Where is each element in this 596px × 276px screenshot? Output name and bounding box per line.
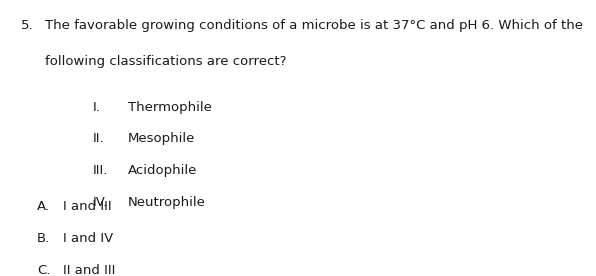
Text: A.: A. [37,200,50,213]
Text: B.: B. [37,232,50,245]
Text: I and III: I and III [63,200,111,213]
Text: Acidophile: Acidophile [128,164,197,177]
Text: I and IV: I and IV [63,232,113,245]
Text: C.: C. [37,264,50,276]
Text: II.: II. [92,132,104,145]
Text: The favorable growing conditions of a microbe is at 37°C and pH 6. Which of the: The favorable growing conditions of a mi… [45,19,583,32]
Text: I.: I. [92,101,100,114]
Text: IV.: IV. [92,196,108,209]
Text: Mesophile: Mesophile [128,132,195,145]
Text: III.: III. [92,164,108,177]
Text: Neutrophile: Neutrophile [128,196,206,209]
Text: following classifications are correct?: following classifications are correct? [45,55,286,68]
Text: Thermophile: Thermophile [128,101,212,114]
Text: 5.: 5. [21,19,33,32]
Text: II and III: II and III [63,264,115,276]
